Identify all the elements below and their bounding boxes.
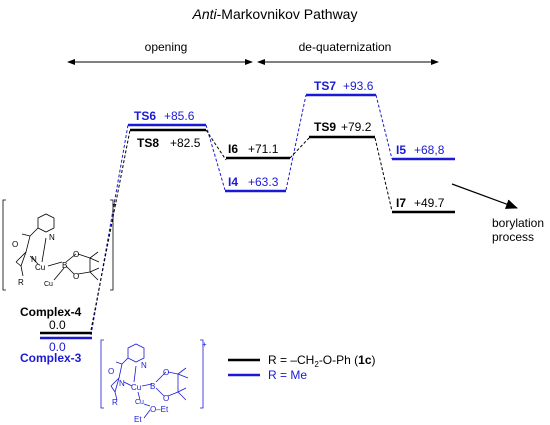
- molecule-complex4-atoms: + O N N R Cu B O O Cu: [12, 200, 117, 288]
- i5-label: I5: [396, 143, 406, 157]
- svg-text:R: R: [18, 278, 24, 287]
- molecule-complex3-atoms: + O N N R Cu B O O Cu O–Et Et: [108, 340, 207, 424]
- borylation-label-line2: process: [492, 230, 534, 244]
- svg-text:N: N: [119, 379, 125, 388]
- molecule-complex4-structure: [2, 199, 114, 291]
- i6-label: I6: [228, 142, 238, 156]
- i4-label: I4: [228, 175, 238, 189]
- svg-text:Cu: Cu: [135, 399, 144, 406]
- svg-text:O–Et: O–Et: [150, 405, 169, 414]
- svg-text:R: R: [112, 398, 118, 407]
- svg-text:+: +: [112, 200, 117, 209]
- svg-text:B: B: [150, 382, 155, 391]
- i6-energy: +71.1: [248, 142, 279, 156]
- opening-label: opening: [145, 40, 188, 54]
- svg-text:N: N: [49, 233, 55, 242]
- borylation-arrow: [451, 183, 518, 209]
- ts6-energy: +85.6: [164, 109, 195, 123]
- svg-text:O: O: [73, 272, 79, 281]
- svg-text:O: O: [73, 250, 79, 259]
- complex3-label: Complex-3: [20, 351, 82, 365]
- svg-text:N: N: [141, 361, 147, 370]
- ts6-label: TS6: [134, 109, 156, 123]
- i4-energy: +63.3: [248, 175, 279, 189]
- ts7-energy: +93.6: [343, 79, 374, 93]
- ts8-energy: +82.5: [170, 136, 201, 150]
- black-connectors: [90, 129, 393, 331]
- svg-text:Cu: Cu: [44, 281, 53, 288]
- dequaternization-label: de-quaternization: [299, 40, 392, 54]
- svg-text:N: N: [31, 255, 37, 264]
- complex4-energy: 0.0: [49, 318, 66, 332]
- svg-text:O: O: [163, 368, 169, 377]
- ts8-label: TS8: [137, 136, 159, 150]
- i7-label: I7: [396, 196, 406, 210]
- svg-text:B: B: [62, 261, 67, 270]
- svg-text:O: O: [163, 394, 169, 403]
- molecule-complex3-structure: [100, 339, 204, 419]
- svg-text:O: O: [12, 240, 18, 249]
- borylation-label-line1: borylation: [492, 216, 544, 230]
- ts7-label: TS7: [314, 79, 336, 93]
- legend-blue-text: R = Me: [268, 368, 307, 382]
- svg-text:O: O: [108, 367, 114, 376]
- i7-energy: +49.7: [414, 196, 445, 210]
- svg-text:Et: Et: [134, 415, 142, 424]
- complex3-energy: 0.0: [49, 340, 66, 354]
- svg-text:Cu: Cu: [35, 263, 45, 272]
- complex4-label: Complex-4: [20, 305, 82, 319]
- ts9-energy: +79.2: [341, 120, 372, 134]
- svg-text:+: +: [202, 340, 207, 349]
- diagram-title: Anti-Markovnikov Pathway: [192, 6, 358, 22]
- legend-black-text: R = –CH2-O-Ph (1c): [268, 353, 376, 369]
- ts9-label: TS9: [314, 120, 336, 134]
- i5-energy: +68,8: [414, 143, 445, 157]
- svg-text:Cu: Cu: [131, 383, 141, 392]
